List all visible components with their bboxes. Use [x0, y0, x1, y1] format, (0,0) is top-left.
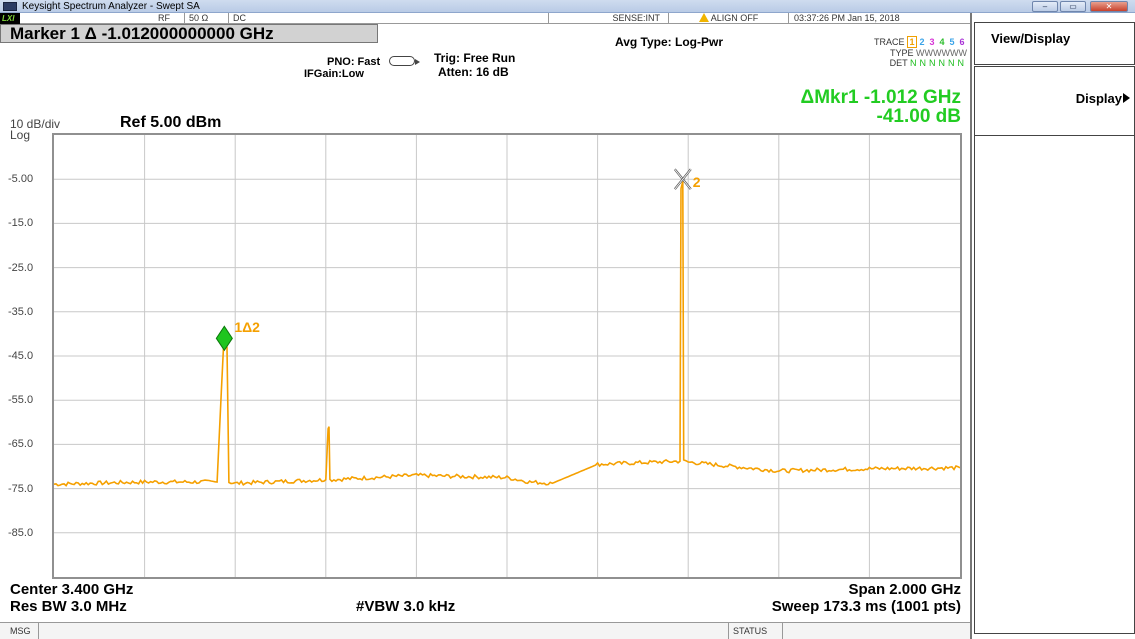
pno-label: PNO: Fast	[327, 56, 381, 68]
plot-grid	[54, 135, 960, 577]
vbw: #VBW 3.0 kHz	[356, 598, 456, 615]
y-tick-label: -5.00	[8, 173, 34, 186]
marker-2-label: 2	[692, 174, 701, 191]
marker-1-diamond[interactable]	[215, 325, 233, 352]
spectrum-svg	[54, 135, 960, 577]
impedance-label: 50 Ω	[185, 13, 229, 24]
maximize-button[interactable]: ▭	[1060, 1, 1086, 12]
trace-3[interactable]: 3	[929, 37, 935, 47]
trace-4[interactable]: 4	[939, 37, 945, 47]
span: Span 2.000 GHz	[848, 581, 961, 598]
softkey-panel: View/Display Display	[970, 13, 1135, 639]
ifgain-label: IFGain:Low	[304, 68, 364, 80]
y-tick-label: -45.0	[8, 350, 34, 362]
trig-label: Trig: Free Run	[434, 51, 516, 65]
display-softkey[interactable]: Display	[974, 66, 1135, 136]
y-tick-label: -85.0	[8, 526, 34, 539]
menu-title-view-display: View/Display	[974, 22, 1135, 65]
warning-icon	[698, 13, 709, 22]
lxi-badge: LXI	[0, 13, 20, 24]
y-tick-label: -75.0	[8, 482, 34, 495]
det-value: NNNNNN	[910, 58, 967, 68]
pno-toggle-icon	[389, 56, 420, 66]
ref-level-label: Ref 5.00 dBm	[120, 114, 222, 131]
bottom-status-bar: MSG STATUS	[0, 622, 970, 639]
app-icon	[3, 2, 17, 11]
minimize-button[interactable]: –	[1032, 1, 1058, 12]
close-button[interactable]: ✕	[1090, 1, 1128, 12]
y-tick-label: -25.0	[8, 261, 34, 274]
status-label: STATUS	[733, 626, 768, 636]
bottom-divider	[38, 623, 39, 639]
y-tick-label: -65.0	[8, 438, 34, 451]
y-tick-label: -35.0	[8, 305, 34, 318]
trace-6[interactable]: 6	[959, 37, 965, 47]
bottom-divider	[782, 623, 783, 639]
trace-1-line	[54, 181, 960, 487]
window-title: Keysight Spectrum Analyzer - Swept SA	[22, 1, 200, 12]
align-status: ALIGN OFF	[669, 13, 789, 24]
det-row: DET NNNNNN	[889, 58, 967, 68]
rf-input-label: RF	[20, 13, 185, 24]
delta-marker-frequency: ΔMkr1 -1.012 GHz	[800, 87, 961, 108]
markers-layer	[215, 168, 692, 352]
avg-type-label: Avg Type: Log-Pwr	[615, 35, 723, 49]
scale-log-label: Log	[10, 128, 31, 142]
status-strip: LXI RF 50 Ω DC SENSE:INT ALIGN OFF 03:37…	[0, 13, 970, 24]
trace-5[interactable]: 5	[949, 37, 955, 47]
bottom-divider	[728, 623, 729, 639]
atten-label: Atten: 16 dB	[438, 65, 509, 79]
trace-1[interactable]: 1	[907, 36, 917, 48]
y-tick-label: -15.0	[8, 217, 34, 230]
y-tick-label: -55.0	[8, 394, 34, 407]
res-bw: Res BW 3.0 MHz	[10, 598, 127, 615]
marker-readout[interactable]: Marker 1 Δ -1.012000000000 GHz	[0, 24, 378, 43]
coupling-label: DC	[229, 13, 549, 24]
spectrum-plot[interactable]	[52, 133, 962, 579]
marker-2-x[interactable]	[674, 168, 692, 190]
delta-marker-amplitude: -41.00 dB	[876, 106, 961, 127]
window-title-bar: Keysight Spectrum Analyzer - Swept SA – …	[0, 0, 1135, 13]
type-row: TYPE WWWWWW	[890, 48, 967, 58]
datetime-label: 03:37:26 PM Jan 15, 2018	[794, 13, 900, 23]
softkey-empty-area	[974, 136, 1135, 634]
center-frequency: Center 3.400 GHz	[10, 581, 134, 598]
submenu-arrow-icon	[1123, 93, 1130, 103]
scale-div-label: 10 dB/div	[10, 117, 61, 131]
type-value: WWWWWW	[916, 48, 967, 58]
trace-2[interactable]: 2	[919, 37, 925, 47]
sweep: Sweep 173.3 ms (1001 pts)	[771, 598, 961, 615]
sense-label: SENSE:INT	[549, 13, 669, 24]
marker-1-label: 1Δ2	[234, 319, 260, 336]
msg-label: MSG	[10, 626, 31, 636]
